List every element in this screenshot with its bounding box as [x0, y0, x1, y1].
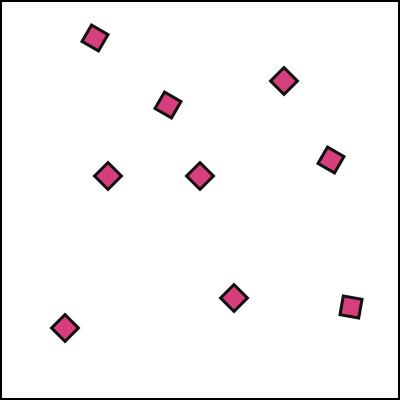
diamond-7[interactable] — [218, 282, 250, 314]
diamond-4[interactable] — [92, 160, 124, 192]
diamond-3[interactable] — [268, 65, 300, 97]
diamond-8[interactable] — [338, 294, 364, 320]
diamond-1[interactable] — [79, 22, 111, 54]
diamond-5[interactable] — [184, 160, 216, 192]
diamond-9[interactable] — [49, 312, 81, 344]
diamond-6[interactable] — [315, 144, 347, 176]
diamond-2[interactable] — [152, 89, 184, 121]
